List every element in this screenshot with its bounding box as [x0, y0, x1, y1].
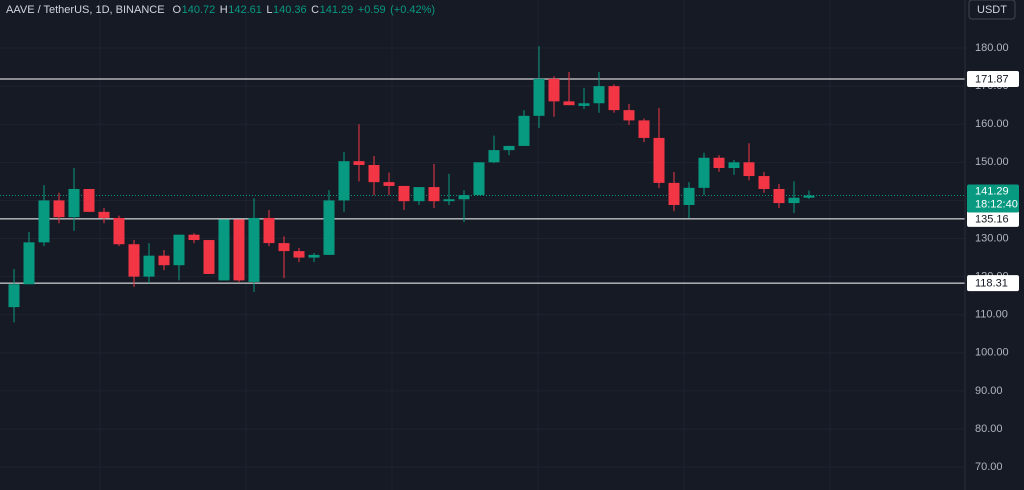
candle-body [233, 219, 245, 281]
legend-key: C [311, 4, 319, 16]
candle-body [173, 234, 185, 266]
candle-body [758, 176, 770, 189]
y-tick-label: 90.00 [975, 385, 1003, 397]
level-label: 135.16 [975, 213, 1009, 225]
candle-body [158, 255, 170, 266]
candle-body [728, 162, 740, 169]
level-label: 171.87 [975, 73, 1009, 85]
level-label-box [967, 275, 1019, 292]
candle-body [98, 211, 110, 218]
y-tick-label: 130.00 [975, 232, 1009, 244]
y-tick-label: 150.00 [975, 156, 1009, 168]
candle-body [203, 240, 215, 274]
candle-body [368, 164, 380, 183]
y-tick-label: 110.00 [975, 309, 1008, 321]
candle-body [383, 182, 395, 186]
candle-body [488, 150, 500, 163]
last-price-box [967, 184, 1019, 213]
candle-body [53, 200, 65, 218]
candle-body [218, 219, 230, 281]
candle-body [353, 161, 365, 165]
level-label: 118.31 [975, 277, 1008, 289]
last-price-label: 141.29 [975, 185, 1009, 197]
candle-body [518, 115, 530, 146]
candle-body [143, 255, 155, 277]
candle-body [23, 242, 35, 285]
candle-body [638, 120, 650, 138]
candle-body [248, 217, 260, 282]
legend-change: +0.59 [358, 4, 386, 16]
candle-body [653, 137, 665, 183]
candles [8, 46, 815, 323]
candle-body [788, 197, 800, 204]
candle-body [323, 200, 335, 255]
candle-body [38, 200, 50, 243]
candle-body [608, 86, 620, 111]
level-label-box [967, 70, 1019, 87]
candle-body [743, 162, 755, 177]
level-label-box [967, 210, 1019, 227]
currency-label[interactable]: USDT [977, 4, 1007, 16]
legend-change-pct: (+0.42%) [390, 4, 435, 16]
candle-body [113, 217, 125, 245]
candle-body [128, 244, 140, 277]
candle-body [683, 187, 695, 205]
candle-body [458, 195, 470, 200]
candle-body [698, 157, 710, 188]
candle-body [8, 284, 20, 308]
candle-body [398, 185, 410, 202]
legend-value: 140.36 [273, 4, 307, 16]
candle-body [773, 188, 785, 204]
candle-body [188, 234, 200, 241]
candle-body [623, 110, 635, 121]
candle-body [308, 254, 320, 258]
ohlc-legend: O 140.72 H 142.61 L 140.36 C 141.29 +0.59 (+0.42%… [173, 4, 436, 16]
candle-body [338, 161, 350, 201]
y-tick-label: 70.00 [975, 461, 1003, 473]
candle-body [533, 78, 545, 116]
legend-value: 141.29 [320, 4, 354, 16]
symbol: AAVE / TetherUS, 1D, BINANCE [6, 4, 165, 16]
grid [0, 0, 965, 490]
candle-body [473, 162, 485, 196]
candle-body [563, 101, 575, 106]
header: AAVE / TetherUS, 1D, BINANCE O 140.72 H 142… [6, 4, 435, 16]
legend-value: 142.61 [228, 4, 262, 16]
candle-body [713, 157, 725, 169]
candle-body [413, 187, 425, 202]
candle-body [578, 103, 590, 106]
candle-body [548, 78, 560, 102]
y-tick-label: 160.00 [975, 118, 1009, 130]
y-tick-label: 100.00 [975, 347, 1009, 359]
candle-body [83, 188, 95, 212]
candle-body [668, 182, 680, 205]
candle-body [293, 251, 305, 258]
candle-body [503, 145, 515, 151]
legend-value: 140.72 [182, 4, 216, 16]
legend-key: L [266, 4, 272, 16]
currency-button[interactable] [968, 0, 1016, 20]
candle-body [593, 86, 605, 104]
candle-body [803, 195, 815, 198]
y-tick-label: 80.00 [975, 423, 1003, 435]
y-tick-label: 180.00 [975, 42, 1009, 54]
candle-body [278, 243, 290, 252]
candle-body [443, 199, 455, 202]
countdown: 18:12:40 [975, 198, 1018, 210]
price-axis: 180.00170.00160.00150.00140.00130.00120.… [967, 42, 1019, 473]
legend-key: O [173, 4, 182, 16]
candle-body [68, 188, 80, 218]
legend-key: H [220, 4, 228, 16]
candle-body [263, 217, 275, 244]
candle-body [428, 187, 440, 202]
